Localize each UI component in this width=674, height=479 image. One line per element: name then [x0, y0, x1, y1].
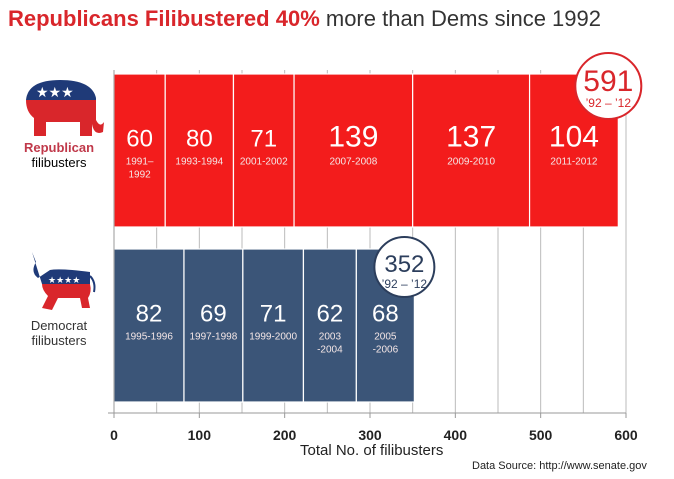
period-label: 1991–	[126, 157, 154, 168]
title-highlight: Republicans Filibustered 40%	[8, 6, 320, 31]
x-tick-label: 400	[444, 427, 468, 443]
period-label: 1997-1998	[189, 332, 237, 343]
total-range: ’92 – ’12	[382, 277, 428, 291]
total-value: 352	[384, 251, 424, 278]
data-source: Data Source: http://www.senate.gov	[472, 460, 647, 472]
republican-series-label: Republican filibusters	[14, 140, 104, 170]
svg-text:★★★: ★★★	[36, 84, 74, 100]
period-label: 2007-2008	[329, 157, 377, 168]
democrat-label-name: Democrat	[30, 318, 88, 333]
x-axis: 0 100 200 300 400 500 600	[108, 70, 638, 443]
bar-segment	[183, 248, 244, 403]
period-label: 2005	[374, 332, 397, 343]
democrat-label-sub: filibusters	[31, 333, 87, 348]
x-tick-label: 300	[358, 427, 382, 443]
republican-elephant-icon: ★★★	[26, 80, 104, 136]
svg-text:★★★★: ★★★★	[48, 275, 80, 285]
x-tick-label: 600	[614, 427, 638, 443]
x-tick-label: 200	[273, 427, 297, 443]
bar-segment	[293, 73, 414, 228]
period-label: 2001-2002	[240, 157, 288, 168]
title-rest: more than Dems since 1992	[319, 6, 602, 31]
data-label: 60	[126, 126, 153, 153]
bar-segment	[232, 73, 295, 228]
data-label: 137	[446, 121, 496, 154]
data-label: 104	[549, 121, 599, 154]
x-tick-label: 0	[110, 427, 118, 443]
data-label: 80	[186, 126, 213, 153]
total-value: 591	[583, 65, 633, 98]
period-label: 1995-1996	[125, 332, 173, 343]
democrat-series-label: Democrat filibusters	[14, 318, 104, 348]
democrat-donkey-icon: ★★★★	[32, 252, 96, 310]
total-badge	[373, 236, 436, 298]
bar-segment	[302, 248, 357, 403]
bar-segment	[164, 73, 235, 228]
chart-title: Republicans Filibustered 40% more than D…	[8, 6, 601, 32]
series-democrat: 82 1995-1996 69 1997-1998 71 1999-2000 62 2003 -…	[113, 236, 436, 403]
x-tick-label: 100	[188, 427, 212, 443]
x-tick-label: 500	[529, 427, 553, 443]
period-label: 1999-2000	[249, 332, 297, 343]
period-label: 2009-2010	[447, 157, 495, 168]
data-label: 68	[372, 301, 399, 328]
x-axis-label: Total No. of filibusters	[300, 442, 444, 459]
total-badge	[574, 52, 643, 120]
data-label: 139	[328, 121, 378, 154]
period-label: -2004	[317, 345, 343, 356]
period-label: 2003	[319, 332, 342, 343]
bar-segment	[242, 248, 305, 403]
period-label: 1993-1994	[175, 157, 223, 168]
bar-segment	[113, 73, 166, 228]
data-label: 69	[200, 301, 227, 328]
republican-label-sub: filibusters	[31, 155, 87, 170]
total-range: ’92 – ’12	[586, 96, 632, 110]
data-label: 82	[136, 301, 163, 328]
series-republican: 60 1991– 1992 80 1993-1994 71 2001-2002 139 2007…	[113, 52, 643, 228]
period-label: 2011-2012	[550, 157, 598, 168]
period-label: 1992	[128, 170, 151, 181]
data-label: 62	[317, 301, 344, 328]
republican-label-name: Republican	[23, 140, 95, 155]
period-label: -2006	[373, 345, 399, 356]
data-label: 71	[250, 126, 277, 153]
data-label: 71	[260, 301, 287, 328]
